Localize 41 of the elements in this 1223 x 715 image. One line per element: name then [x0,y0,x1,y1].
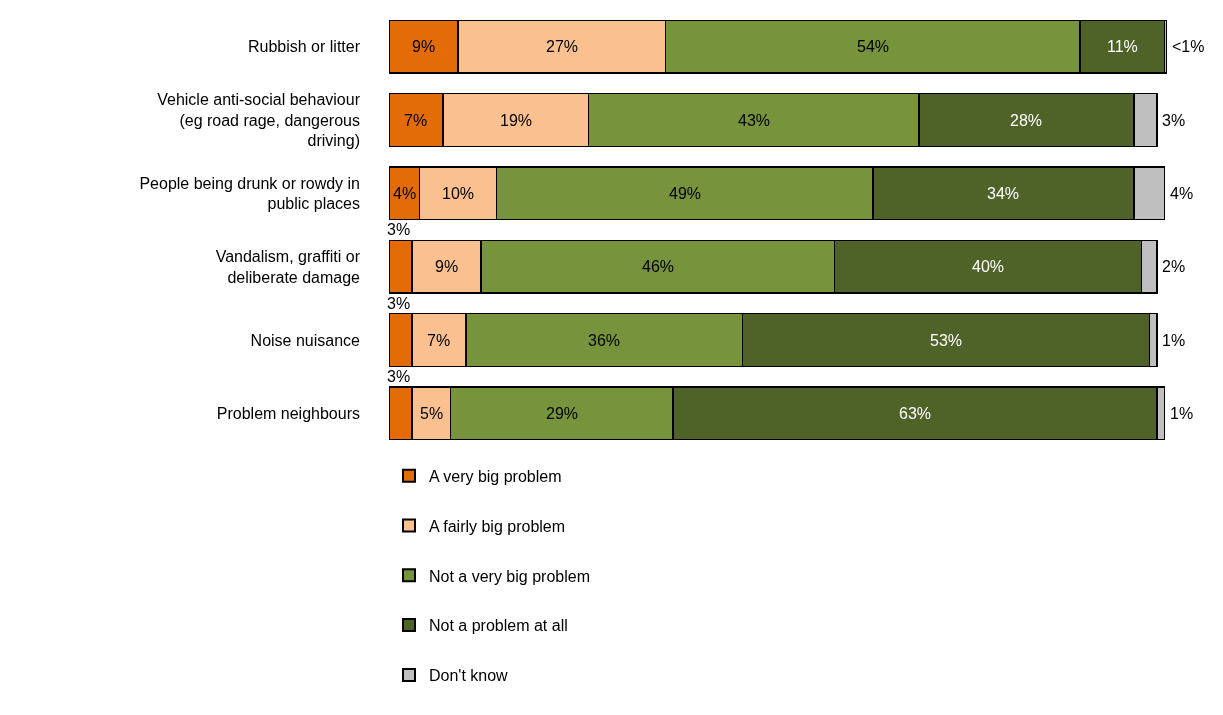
data-label: 19% [500,112,533,129]
y-tick-label: Vandalism, graffiti or deliberate damage [215,247,361,286]
data-label: 3% [387,221,411,238]
data-label: <1% [1172,38,1205,55]
legend-label: A very big problem [429,467,562,485]
data-label: 9% [435,258,459,275]
data-label: 11% [1107,38,1138,55]
data-label: 4% [1170,185,1194,202]
y-tick-label: People being drunk or rowdy in public places [139,174,360,213]
legend-label: Not a very big problem [429,567,590,585]
data-label: 63% [899,405,932,422]
data-label: 36% [588,332,621,349]
y-tick-label: Rubbish or litter [247,38,361,56]
data-label: 1% [1170,405,1194,422]
data-label: 46% [642,258,675,275]
data-label: 53% [930,332,963,349]
data-label: 43% [738,112,771,129]
data-label: 5% [420,405,444,422]
data-label: 3% [387,295,411,312]
y-tick-label: Noise nuisance [250,331,361,349]
data-label: 29% [546,405,579,422]
data-label: 27% [546,38,579,55]
data-label: 4% [393,185,417,202]
data-label: 28% [1010,112,1043,129]
legend-label: Don't know [429,667,509,685]
data-label: 54% [857,38,890,55]
data-label: 49% [669,185,702,202]
data-label: 2% [1162,258,1186,275]
data-label: 9% [412,38,436,55]
y-tick-label: Problem neighbours [216,404,360,422]
data-label: 1% [1162,332,1186,349]
legend-label: Not a problem at all [429,617,568,635]
data-label: 10% [442,185,475,202]
data-label: 7% [427,332,451,349]
data-label: 40% [972,258,1005,275]
data-label: 3% [387,368,411,385]
data-label: 3% [1162,112,1186,129]
legend-label: A fairly big problem [429,517,566,535]
y-tick-label: Vehicle anti-social behaviour (eg road rage, dangerous driving) [157,90,361,150]
data-label: 34% [987,185,1020,202]
data-label: 7% [404,112,428,129]
